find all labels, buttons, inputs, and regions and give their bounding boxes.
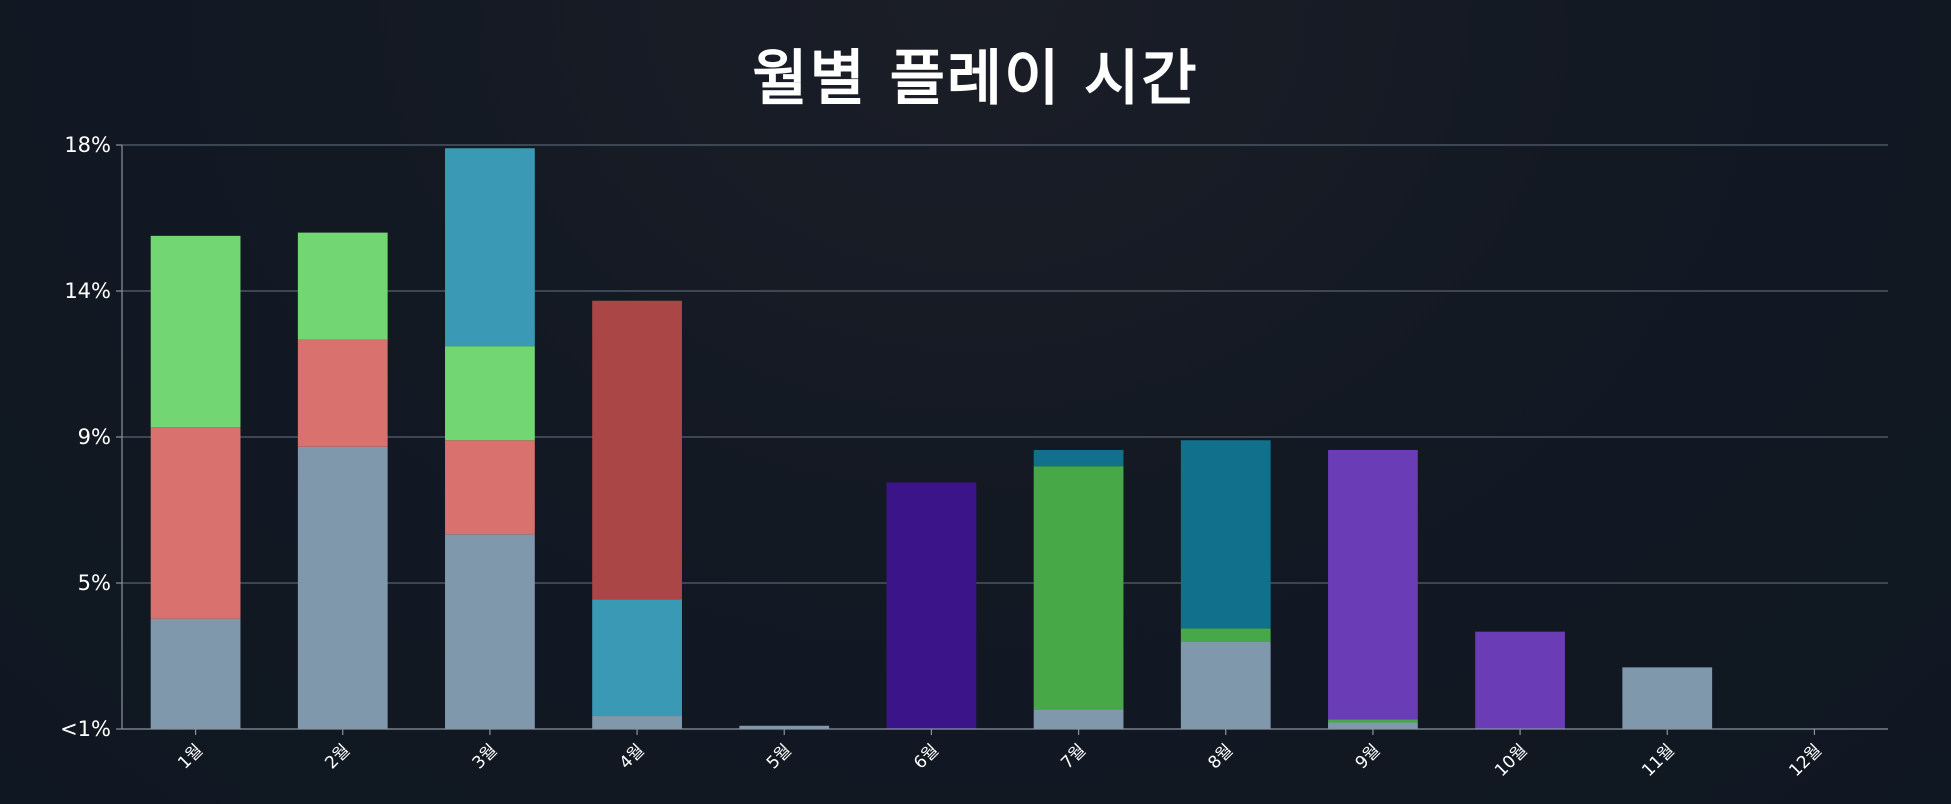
bar-segment <box>1328 449 1418 720</box>
bar-segment <box>150 427 241 619</box>
bar-segment <box>445 148 535 347</box>
bar-segment <box>1180 641 1271 729</box>
x-tick-label: 4월 <box>616 740 649 773</box>
bar-segment <box>445 534 535 729</box>
bar-segment <box>1328 722 1418 729</box>
y-tick-label: <1% <box>60 717 111 741</box>
bar-segment <box>1622 667 1713 729</box>
x-tick-label: 8월 <box>1204 740 1237 773</box>
chart-title: 월별 플레이 시간 <box>752 44 1199 114</box>
bar-segment <box>592 300 682 600</box>
x-tick-label: 11월 <box>1638 740 1679 781</box>
bar-segment <box>297 446 388 729</box>
y-tick-label: 5% <box>78 571 111 595</box>
bar-segment <box>1328 719 1418 723</box>
y-tick-label: 9% <box>78 425 111 449</box>
bar-segment <box>1475 631 1565 729</box>
axes <box>116 144 1888 735</box>
x-tick-label: 3월 <box>469 740 502 773</box>
bar-segment <box>1033 466 1124 710</box>
y-tick-label: 18% <box>64 133 111 157</box>
x-tick-label: 6월 <box>910 740 943 773</box>
x-tick-label: 5월 <box>763 740 796 773</box>
gridlines <box>122 144 1888 584</box>
x-tick-label: 10월 <box>1491 740 1532 781</box>
bar-segment <box>739 725 830 729</box>
bar-segment <box>1033 709 1124 729</box>
x-tick-label: 1월 <box>174 740 207 773</box>
bar-segment <box>592 599 682 717</box>
bar-segment <box>1033 449 1124 467</box>
bar-segment <box>886 482 977 729</box>
bar-segment <box>1180 440 1271 629</box>
bars <box>150 148 1713 729</box>
x-tick-label: 2월 <box>321 740 354 773</box>
bar-segment <box>150 618 241 729</box>
bar-segment <box>297 232 388 340</box>
bar-segment <box>445 346 535 441</box>
y-tick-label: 14% <box>64 279 111 303</box>
bar-segment <box>592 716 682 729</box>
bar-segment <box>1180 628 1271 642</box>
x-tick-label: 7월 <box>1057 740 1090 773</box>
bar-segment <box>150 235 241 428</box>
x-tick-label: 12월 <box>1785 740 1826 781</box>
bar-segment <box>445 440 535 535</box>
bar-segment <box>297 339 388 447</box>
x-tick-label: 9월 <box>1352 740 1385 773</box>
x-tick-labels: 1월 2월 3월 4월 5월 6월 7월 8월 9월 10월 11월 12월 <box>174 740 1826 781</box>
y-tick-labels: <1% 5% 9% 14% 18% <box>60 133 111 741</box>
